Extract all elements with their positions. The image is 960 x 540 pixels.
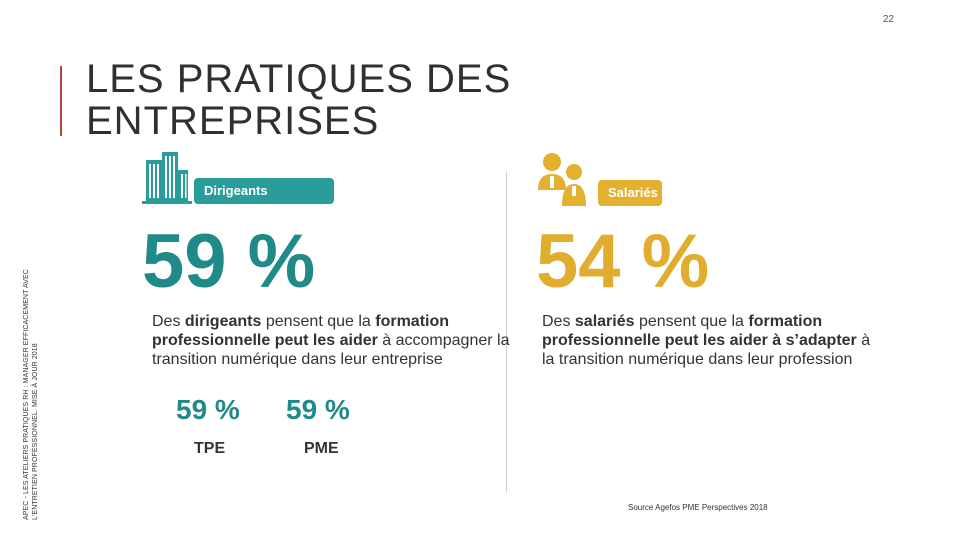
salaries-badge: Salariés	[598, 180, 662, 206]
panel-divider	[506, 172, 507, 492]
salaries-description: Des salariés pensent que la formation pr…	[542, 313, 871, 368]
salaries-panel: Salariés 54 % Des salariés pensent que l…	[520, 140, 900, 540]
vertical-caption-line1: APEC - LES ATELIERS PRATIQUES RH : MANAG…	[23, 269, 30, 520]
pme-label: PME	[304, 440, 339, 457]
dirigeants-badge: Dirigeants	[194, 178, 334, 204]
vertical-caption: APEC - LES ATELIERS PRATIQUES RH : MANAG…	[0, 0, 44, 540]
salaries-big-percent: 54 %	[536, 219, 710, 304]
dirigeants-panel: Dirigeants 59 % Des dirigeants pensent q…	[130, 140, 509, 540]
pme-percent: 59 %	[286, 394, 350, 425]
slide-title: LES PRATIQUES DES ENTREPRISES	[86, 58, 512, 136]
dirigeants-description: Des dirigeants pensent que la formation …	[152, 313, 510, 368]
tpe-label: TPE	[194, 440, 226, 457]
page-number: 22	[882, 14, 894, 25]
dirigeants-big-percent: 59 %	[142, 219, 316, 304]
title-accent-bar	[60, 66, 62, 136]
tpe-percent: 59 %	[176, 394, 240, 425]
source-note: Source Agefos PME Perspectives 2018	[628, 503, 768, 512]
buildings-icon	[142, 152, 192, 204]
people-icon	[538, 153, 586, 206]
vertical-caption-line2: L'ENTRETIEN PROFESSIONNEL. MISE À JOUR 2…	[32, 343, 39, 520]
